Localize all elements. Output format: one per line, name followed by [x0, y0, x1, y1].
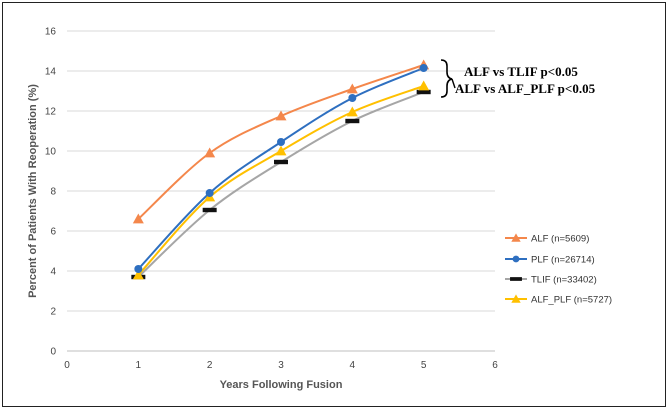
- annotation-alf-vs-alf-plf: ALF vs ALF_PLF p<0.05: [455, 81, 596, 96]
- y-tick-6: 6: [50, 227, 56, 238]
- legend-label-alf-plf: ALF_PLF (n=5727): [531, 295, 612, 306]
- y-tick-14: 14: [45, 67, 57, 78]
- x-tick-6: 6: [492, 360, 498, 371]
- brace-icon: [440, 59, 453, 98]
- y-tick-2: 2: [50, 307, 56, 318]
- point-alf-1: [132, 213, 144, 224]
- legend-label-alf: ALF (n=5609): [531, 234, 589, 245]
- x-tick-4: 4: [350, 360, 356, 371]
- point-tlif-4: [345, 118, 360, 124]
- y-tick-labels: 0 2 4 6 8 10 12 14 16: [45, 27, 57, 358]
- point-alf-plf-3: [275, 145, 287, 156]
- series-line-plf: [137, 67, 425, 270]
- y-tick-4: 4: [50, 267, 56, 278]
- y-axis-title: Percent of Patients With Reoperation (%): [27, 84, 39, 298]
- point-alf-3: [275, 110, 287, 121]
- x-tick-1: 1: [136, 360, 142, 371]
- point-plf-5: [419, 64, 428, 72]
- legend-marker-plf: [512, 255, 520, 263]
- gridlines: [67, 30, 495, 312]
- y-tick-10: 10: [45, 147, 57, 158]
- y-tick-16: 16: [45, 27, 57, 38]
- legend-marker-tlif: [510, 277, 522, 281]
- point-alf-plf-5: [418, 80, 430, 91]
- chart-frame: [2, 2, 666, 407]
- x-tick-0: 0: [64, 360, 70, 371]
- legend-label-plf: PLF (n=26714): [531, 255, 595, 266]
- legend-label-tlif: TLIF (n=33402): [531, 275, 597, 286]
- point-plf-4: [348, 94, 357, 102]
- x-axis-title: Years Following Fusion: [220, 379, 343, 391]
- series-markers: [131, 59, 431, 280]
- legend: ALF (n=5609) PLF (n=26714) TLIF (n=33402) A…: [505, 233, 612, 306]
- x-tick-5: 5: [421, 360, 427, 371]
- y-tick-0: 0: [50, 347, 56, 358]
- legend-marker-alf: [511, 233, 521, 242]
- x-tick-labels: 0 1 2 3 4 5 6: [64, 360, 498, 371]
- point-tlif-3: [274, 159, 288, 165]
- x-tick-3: 3: [278, 360, 284, 371]
- point-alf-plf-4: [346, 106, 358, 117]
- point-tlif-2: [202, 207, 217, 213]
- point-plf-3: [277, 138, 285, 146]
- point-tlif-5: [416, 89, 431, 95]
- legend-marker-alf-plf: [511, 294, 521, 303]
- point-plf-1: [134, 265, 143, 273]
- annotation-alf-vs-tlif: ALF vs TLIF p<0.05: [464, 64, 578, 79]
- point-alf-plf-1: [132, 269, 144, 280]
- point-alf-2: [204, 147, 216, 158]
- series-lines: [137, 64, 425, 278]
- y-tick-8: 8: [50, 187, 56, 198]
- significance-annotation: ALF vs TLIF p<0.05 ALF vs ALF_PLF p<0.05: [440, 59, 596, 98]
- point-plf-2: [205, 189, 214, 197]
- x-tick-2: 2: [207, 360, 213, 371]
- brace-connector: [451, 78, 456, 89]
- y-tick-12: 12: [45, 107, 57, 118]
- point-alf-4: [346, 83, 358, 94]
